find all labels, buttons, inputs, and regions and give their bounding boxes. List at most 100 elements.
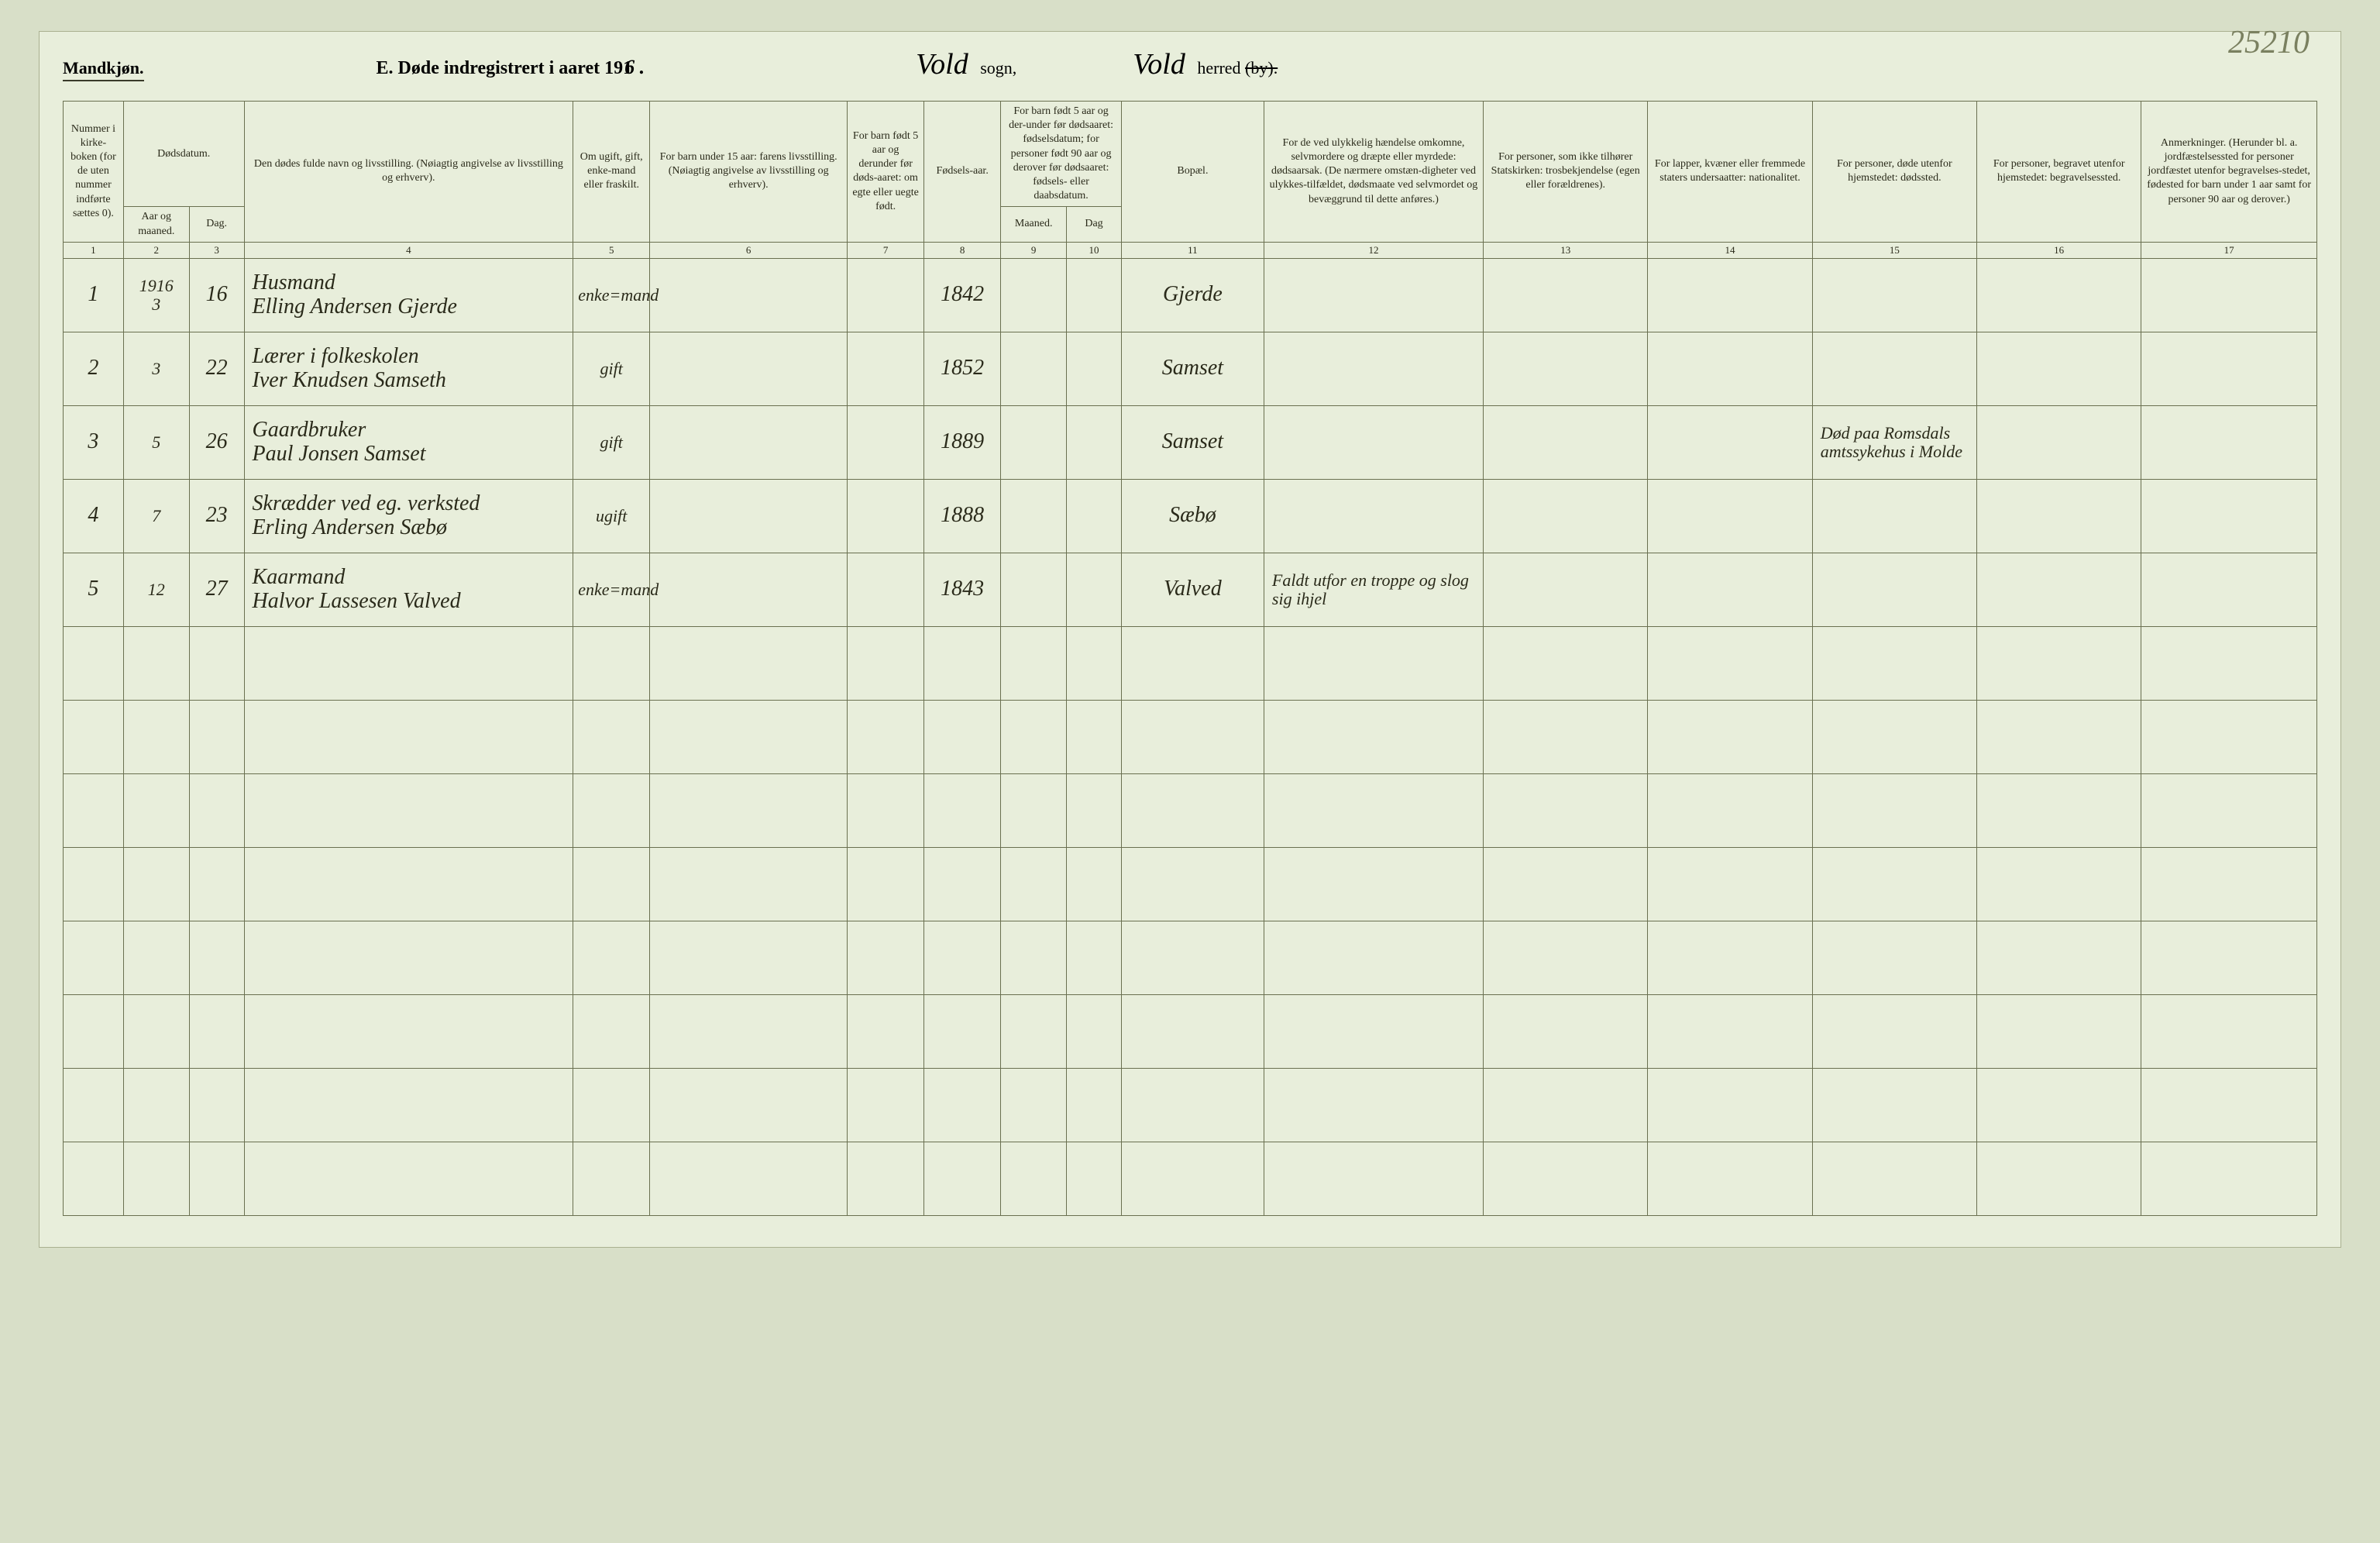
cell-empty xyxy=(1121,1068,1264,1142)
cell-empty xyxy=(1067,994,1122,1068)
page-header: Mandkjøn. E. Døde indregistrert i aaret … xyxy=(63,47,2317,81)
cell-begrav xyxy=(1977,332,2141,405)
cell-empty xyxy=(1001,994,1067,1068)
cell-dodssted: Død paa Romsdals amtssykehus i Molde xyxy=(1812,405,1976,479)
cell-anm xyxy=(2141,553,2317,626)
table-header: Nummer i kirke-boken (for de uten nummer… xyxy=(64,102,2317,259)
cell-empty xyxy=(244,1142,573,1215)
cell-mnd xyxy=(1001,479,1067,553)
sogn-block: Vold sogn, xyxy=(916,47,1016,81)
cell-civil: ugift xyxy=(573,479,650,553)
cell-tros xyxy=(1484,332,1648,405)
cell-empty xyxy=(1264,847,1483,921)
sogn-label: sogn, xyxy=(980,58,1016,77)
colnum: 13 xyxy=(1484,242,1648,258)
cell-empty xyxy=(244,921,573,994)
cell-empty xyxy=(1648,994,1812,1068)
colnum: 4 xyxy=(244,242,573,258)
cell-empty xyxy=(1977,1068,2141,1142)
cell-tros xyxy=(1484,479,1648,553)
cell-empty xyxy=(244,994,573,1068)
cell-anm xyxy=(2141,479,2317,553)
cell-empty xyxy=(650,847,848,921)
cell-name: Skrædder ved eg. verksted Erling Anderse… xyxy=(244,479,573,553)
colnum: 12 xyxy=(1264,242,1483,258)
cell-aar: 3 xyxy=(123,332,189,405)
cell-empty xyxy=(123,921,189,994)
cell-empty xyxy=(1067,773,1122,847)
col-bopael: Bopæl. xyxy=(1121,102,1264,243)
colnum: 5 xyxy=(573,242,650,258)
colnum: 1 xyxy=(64,242,124,258)
cell-empty xyxy=(924,921,1001,994)
cell-mnd xyxy=(1001,258,1067,332)
cell-empty xyxy=(123,1068,189,1142)
cell-civil: gift xyxy=(573,332,650,405)
cell-empty xyxy=(2141,773,2317,847)
cell-aarsak xyxy=(1264,332,1483,405)
cell-empty xyxy=(244,847,573,921)
cell-aarsak xyxy=(1264,258,1483,332)
cell-empty xyxy=(1812,700,1976,773)
cell-empty xyxy=(1001,1068,1067,1142)
cell-empty xyxy=(1067,626,1122,700)
cell-empty xyxy=(1812,847,1976,921)
cell-empty xyxy=(123,700,189,773)
cell-empty xyxy=(1001,1142,1067,1215)
cell-dag: 23 xyxy=(189,479,244,553)
year-suffix: 6 . xyxy=(624,56,645,78)
col-nummer: Nummer i kirke-boken (for de uten nummer… xyxy=(64,102,124,243)
col-dodssted: For personer, døde utenfor hjemstedet: d… xyxy=(1812,102,1976,243)
cell-empty xyxy=(1121,773,1264,847)
cell-empty xyxy=(2141,1142,2317,1215)
cell-empty xyxy=(244,700,573,773)
cell-empty xyxy=(924,700,1001,773)
cell-empty xyxy=(1812,994,1976,1068)
cell-empty xyxy=(848,1142,924,1215)
cell-empty xyxy=(848,700,924,773)
col-aar-maaned: Aar og maaned. xyxy=(123,207,189,242)
cell-faren xyxy=(650,332,848,405)
cell-num: 4 xyxy=(64,479,124,553)
cell-dodssted xyxy=(1812,332,1976,405)
cell-egte xyxy=(848,405,924,479)
col-nationalitet: For lapper, kvæner eller fremmede stater… xyxy=(1648,102,1812,243)
cell-empty xyxy=(189,700,244,773)
col-dag: Dag. xyxy=(189,207,244,242)
cell-bopael: Samset xyxy=(1121,332,1264,405)
col-civil: Om ugift, gift, enke-mand eller fraskilt… xyxy=(573,102,650,243)
cell-empty xyxy=(1001,773,1067,847)
cell-empty xyxy=(573,1142,650,1215)
cell-empty xyxy=(650,921,848,994)
cell-dg xyxy=(1067,258,1122,332)
cell-empty xyxy=(848,773,924,847)
cell-empty xyxy=(924,1068,1001,1142)
cell-empty xyxy=(1264,994,1483,1068)
cell-empty xyxy=(650,700,848,773)
cell-empty xyxy=(1484,773,1648,847)
cell-empty xyxy=(1484,1142,1648,1215)
column-numbers: 1 2 3 4 5 6 7 8 9 10 11 12 13 14 15 16 1… xyxy=(64,242,2317,258)
col-tros: For personer, som ikke tilhører Statskir… xyxy=(1484,102,1648,243)
cell-nat xyxy=(1648,258,1812,332)
cell-dg xyxy=(1067,479,1122,553)
cell-empty xyxy=(650,1068,848,1142)
cell-begrav xyxy=(1977,479,2141,553)
table-row: 3526Gaardbruker Paul Jonsen Samsetgift18… xyxy=(64,405,2317,479)
cell-empty xyxy=(64,626,124,700)
herred-strike: (by). xyxy=(1245,58,1278,77)
cell-empty xyxy=(1264,921,1483,994)
colnum: 11 xyxy=(1121,242,1264,258)
cell-empty xyxy=(573,847,650,921)
cell-empty xyxy=(650,1142,848,1215)
cell-fodselsaar: 1888 xyxy=(924,479,1001,553)
cell-egte xyxy=(848,479,924,553)
col-navn: Den dødes fulde navn og livsstilling. (N… xyxy=(244,102,573,243)
cell-empty xyxy=(1484,626,1648,700)
cell-empty xyxy=(189,1142,244,1215)
cell-empty xyxy=(1067,921,1122,994)
cell-empty xyxy=(573,626,650,700)
cell-empty xyxy=(64,921,124,994)
cell-dag: 26 xyxy=(189,405,244,479)
cell-empty xyxy=(1648,847,1812,921)
